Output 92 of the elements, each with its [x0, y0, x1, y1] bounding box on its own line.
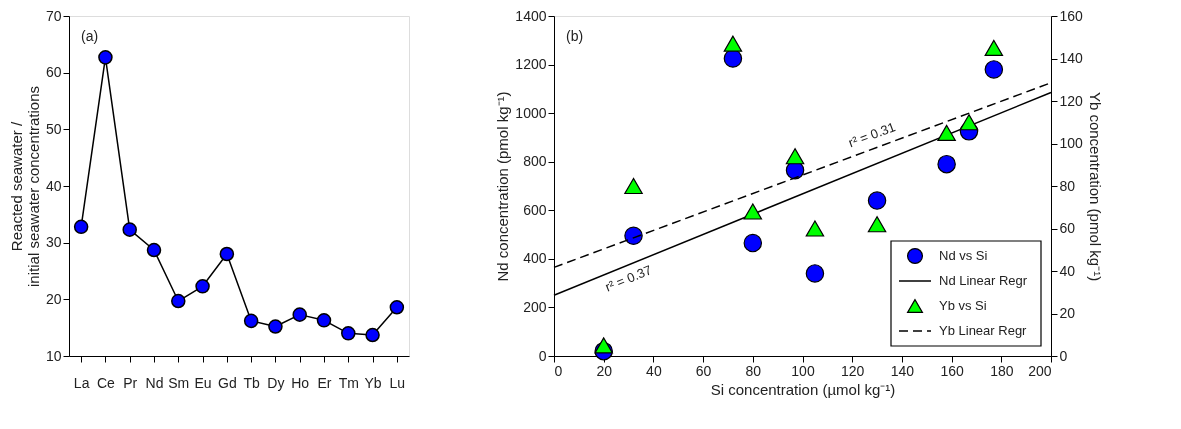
x-tick-label: 60: [695, 362, 712, 379]
y2-tick-label: 120: [1059, 92, 1084, 109]
y-tick-label: 50: [45, 120, 62, 137]
y2-tick-label: 40: [1059, 262, 1076, 279]
x-tick-label: Sm: [168, 374, 190, 391]
point: [268, 319, 283, 334]
annotation: (b): [566, 28, 584, 44]
y2-tick-label: 60: [1059, 220, 1076, 236]
annotation: (a): [81, 28, 99, 44]
point: [937, 154, 956, 174]
point: [98, 50, 113, 65]
x-tick-label: Pr: [123, 374, 138, 391]
y-tick-label: 10: [45, 347, 62, 364]
point: [785, 148, 805, 165]
point: [624, 177, 643, 195]
y2-tick-label: 20: [1059, 305, 1076, 321]
y-tick-label: 30: [45, 234, 62, 251]
point: [984, 39, 1004, 56]
x-tick-label: Er: [317, 374, 332, 391]
x-tick-label: 120: [841, 362, 865, 379]
y2-tick-label: 0: [1059, 347, 1068, 364]
point: [171, 293, 186, 309]
x-tick-label: Tm: [338, 374, 359, 391]
point: [316, 313, 332, 328]
y-axis-title: Reacted seawater / initial seawater concentrations: [7, 86, 42, 287]
y-tick-label: 1400: [515, 7, 547, 24]
point: [389, 300, 405, 315]
point: [365, 327, 380, 343]
y-tick-label: 400: [523, 250, 547, 267]
annotation: r² = 0.37: [602, 262, 654, 295]
y-tick-label: 200: [523, 298, 547, 315]
point: [195, 279, 210, 294]
point: [743, 203, 763, 220]
y-tick-label: 1000: [515, 104, 547, 121]
y2-tick-label: 140: [1059, 50, 1084, 66]
x-tick-label: 80: [745, 362, 762, 379]
y-axis-title: Nd concentration (pmol kg⁻¹): [494, 91, 512, 282]
x-tick-label: Lu: [389, 374, 406, 391]
y2-tick-label: 160: [1059, 7, 1084, 24]
legend-label: Nd Linear Regr: [939, 273, 1028, 288]
x-tick-label: Ce: [96, 374, 116, 391]
y2-tick-label: 100: [1059, 135, 1084, 151]
x-tick-label: Gd: [218, 374, 237, 391]
point: [73, 219, 89, 235]
x-tick-label: 160: [940, 362, 964, 379]
point: [146, 242, 162, 258]
point: [937, 124, 956, 141]
x-tick-label: Dy: [267, 374, 285, 391]
x-tick-label: La: [73, 374, 90, 391]
x-tick-label: 0: [554, 362, 563, 379]
x-tick-label: 140: [890, 362, 915, 379]
x-axis-title: Si concentration (µmol kg⁻¹): [710, 380, 896, 398]
point: [243, 313, 259, 329]
y-tick-label: 70: [45, 7, 62, 24]
point: [984, 60, 1004, 79]
x-tick-label: Tb: [243, 374, 261, 391]
x-tick-label: Yb: [364, 374, 382, 391]
point: [594, 337, 613, 354]
x-tick-label: 200: [1028, 362, 1052, 379]
x-tick-label: Eu: [194, 374, 212, 391]
y-tick-label: 800: [523, 153, 547, 170]
point: [723, 49, 743, 68]
y2-tick-label: 80: [1059, 177, 1076, 194]
point: [292, 307, 307, 322]
legend-label: Yb Linear Regr: [939, 323, 1028, 338]
x-tick-label: 180: [990, 362, 1014, 379]
point: [624, 226, 643, 246]
y-tick-label: 1200: [515, 56, 547, 73]
x-tick-label: 100: [791, 362, 815, 379]
y-tick-label: 20: [45, 290, 62, 307]
x-tick-label: Nd: [145, 374, 164, 391]
y-tick-label: 60: [45, 64, 62, 81]
x-tick-label: 20: [596, 362, 613, 379]
point: [867, 216, 887, 233]
legend-label: Nd vs Si: [939, 248, 988, 263]
point: [743, 233, 763, 253]
y2-axis-title: Yb concentration (pmol kg⁻¹): [1086, 91, 1104, 282]
x-tick-label: Ho: [291, 374, 310, 391]
point: [219, 246, 235, 262]
point: [805, 264, 825, 283]
y-tick-label: 40: [45, 177, 62, 194]
legend-label: Yb vs Si: [939, 298, 987, 313]
point: [341, 326, 356, 341]
point: [867, 191, 887, 210]
y-tick-label: 600: [523, 201, 547, 218]
point: [959, 114, 979, 131]
point: [122, 222, 137, 237]
point: [723, 35, 743, 52]
x-tick-label: 40: [646, 362, 662, 379]
point: [805, 220, 825, 237]
annotation: r² = 0.31: [846, 119, 898, 151]
y-tick-label: 0: [538, 347, 547, 364]
